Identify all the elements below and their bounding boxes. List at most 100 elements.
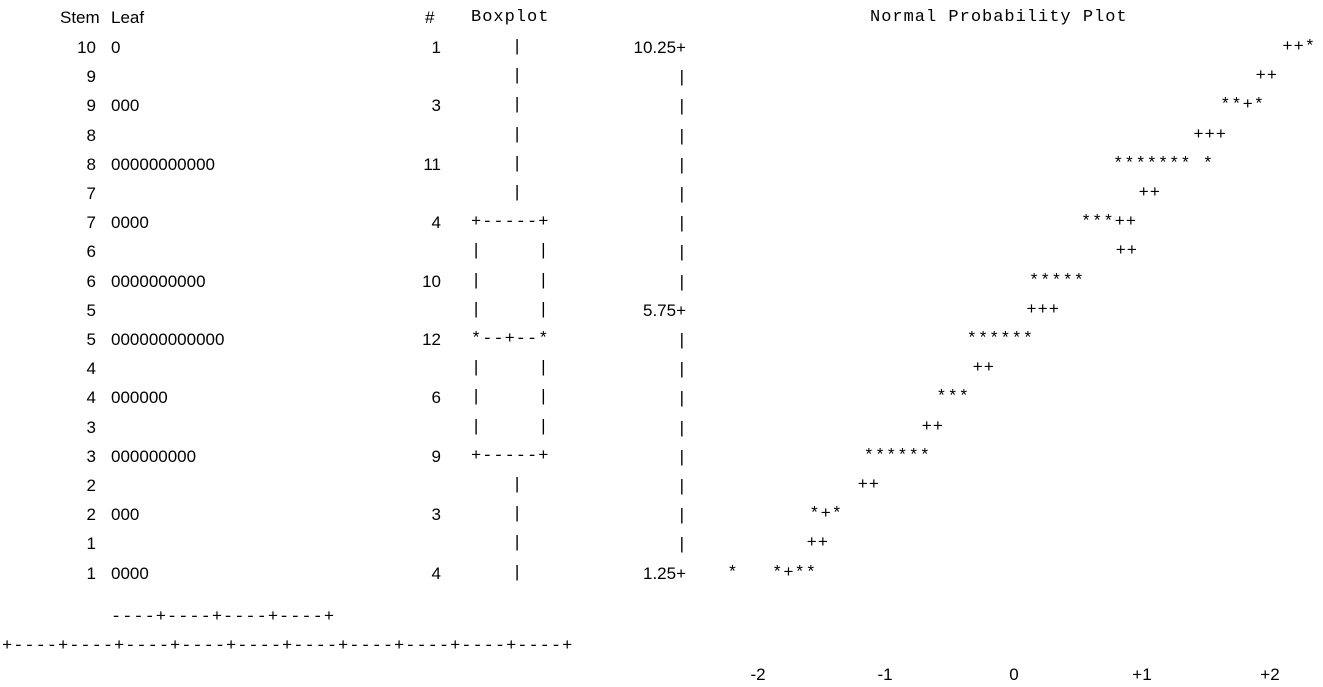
npp-y-axis-segment: | bbox=[679, 476, 684, 495]
npp-y-axis-segment: | bbox=[679, 184, 684, 203]
boxplot-row: | bbox=[512, 534, 524, 554]
boxplot-row: *--+--* bbox=[471, 330, 550, 349]
npp-points-row: **+* bbox=[1220, 96, 1265, 116]
npp-points-row: ++ bbox=[806, 534, 829, 554]
npp-points-row: ++ bbox=[857, 476, 880, 495]
npp-y-tick-label: 10.25+ bbox=[633, 38, 686, 57]
npp-points-row: ****** bbox=[863, 446, 931, 466]
stem-value: 3 bbox=[86, 417, 96, 437]
leaf-value: 000000000000 bbox=[111, 330, 225, 349]
stem-value: 2 bbox=[86, 476, 96, 495]
leaf-value: 0000000000 bbox=[111, 271, 206, 291]
boxplot-row: | bbox=[512, 476, 524, 495]
stem-value: 10 bbox=[77, 38, 96, 57]
leaf-value: 000000000 bbox=[111, 446, 197, 466]
npp-points-row: ++ bbox=[921, 417, 944, 437]
npp-points-row: ***++ bbox=[1080, 213, 1137, 233]
npp-y-axis-segment: | bbox=[679, 271, 684, 291]
stem-value: 7 bbox=[86, 213, 96, 233]
stem-value: 4 bbox=[86, 388, 96, 408]
npp-y-tick-label: 1.25+ bbox=[642, 563, 686, 583]
count-value: 3 bbox=[431, 505, 441, 525]
npp-y-axis-segment: | bbox=[679, 505, 684, 525]
npp-y-axis-segment: | bbox=[679, 125, 684, 145]
npp-points-row: +++ bbox=[1193, 125, 1227, 145]
stem-value: 3 bbox=[86, 446, 96, 466]
npp-points-row: ******* * bbox=[1113, 154, 1214, 174]
npp-x-tick-label: 0 bbox=[1009, 665, 1019, 684]
count-value: 10 bbox=[422, 271, 441, 291]
stem-value: 2 bbox=[86, 505, 96, 525]
stem-value: 1 bbox=[86, 563, 96, 583]
npp-y-axis-segment: | bbox=[679, 417, 684, 437]
npp-points-row: ++ bbox=[1138, 184, 1161, 203]
boxplot-row: | bbox=[512, 154, 524, 174]
stem-value: 8 bbox=[86, 125, 96, 145]
leaf-scale: ----+----+----+----+ bbox=[111, 608, 336, 627]
npp-y-axis-segment: | bbox=[679, 330, 684, 349]
stem-value: 5 bbox=[86, 300, 96, 320]
boxplot-row: | bbox=[512, 125, 524, 145]
boxplot-row: | | bbox=[471, 271, 550, 291]
boxplot-row: | | bbox=[471, 242, 550, 262]
leaf-value: 0000 bbox=[111, 213, 149, 233]
leaf-value: 000 bbox=[111, 96, 140, 116]
boxplot-row: | bbox=[512, 67, 524, 87]
boxplot-row: | | bbox=[471, 417, 550, 437]
count-value: 4 bbox=[431, 563, 441, 583]
leaf-value: 0 bbox=[111, 38, 121, 57]
count-value: 12 bbox=[422, 330, 441, 349]
npp-y-axis-segment: | bbox=[679, 534, 684, 554]
npp-points-row: +++ bbox=[1026, 300, 1060, 320]
npp-points-row: ++* bbox=[1282, 38, 1316, 57]
stem-value: 1 bbox=[86, 534, 96, 554]
count-value: 9 bbox=[431, 446, 441, 466]
leaf-value: 0000 bbox=[111, 563, 149, 583]
npp-y-axis-segment: | bbox=[679, 154, 684, 174]
boxplot-row: | bbox=[512, 184, 524, 203]
boxplot-header: Boxplot bbox=[471, 8, 550, 27]
stem-value: 8 bbox=[86, 154, 96, 174]
normal-plot-title: Normal Probability Plot bbox=[870, 8, 1128, 27]
boxplot-row: | bbox=[512, 96, 524, 116]
stem-value: 5 bbox=[86, 330, 96, 349]
boxplot-row: +-----+ bbox=[471, 446, 550, 466]
stem-value: 9 bbox=[86, 67, 96, 87]
count-value: 3 bbox=[431, 96, 441, 116]
count-value: 6 bbox=[431, 388, 441, 408]
npp-y-axis-segment: | bbox=[679, 67, 684, 87]
npp-x-tick-label: +1 bbox=[1132, 665, 1152, 684]
count-value: 1 bbox=[431, 38, 441, 57]
boxplot-row: | bbox=[512, 505, 524, 525]
boxplot-row: | | bbox=[471, 388, 550, 408]
boxplot-row: | bbox=[512, 38, 524, 57]
leaf-header: Leaf bbox=[111, 8, 145, 27]
leaf-value: 00000000000 bbox=[111, 154, 216, 174]
stem-value: 6 bbox=[86, 271, 96, 291]
npp-x-tick-label: -2 bbox=[750, 665, 766, 684]
npp-points-row: *+* bbox=[809, 505, 843, 525]
boxplot-row: +-----+ bbox=[471, 213, 550, 233]
stem-value: 4 bbox=[86, 359, 96, 379]
boxplot-row: | bbox=[512, 563, 524, 583]
npp-bottom-axis: +----+----+----+----+----+----+----+----… bbox=[2, 637, 574, 656]
npp-y-axis-segment: | bbox=[679, 96, 684, 116]
leaf-value: 000 bbox=[111, 505, 140, 525]
npp-x-tick-label: -1 bbox=[877, 665, 893, 684]
stem-value: 9 bbox=[86, 96, 96, 116]
npp-points-row: ++ bbox=[972, 359, 995, 379]
boxplot-row: | | bbox=[471, 300, 550, 320]
count-header: # bbox=[425, 8, 435, 27]
npp-points-row: ++ bbox=[1255, 67, 1278, 87]
stem-value: 6 bbox=[86, 242, 96, 262]
npp-y-axis-segment: | bbox=[679, 359, 684, 379]
leaf-value: 000000 bbox=[111, 388, 168, 408]
npp-y-axis-segment: | bbox=[679, 242, 684, 262]
npp-points-row: ****** bbox=[966, 330, 1034, 349]
npp-y-tick-label: 5.75+ bbox=[642, 300, 686, 320]
npp-points-row: ++ bbox=[1115, 242, 1138, 262]
stem-value: 7 bbox=[86, 184, 96, 203]
npp-x-tick-label: +2 bbox=[1260, 665, 1280, 684]
npp-y-axis-segment: | bbox=[679, 446, 684, 466]
